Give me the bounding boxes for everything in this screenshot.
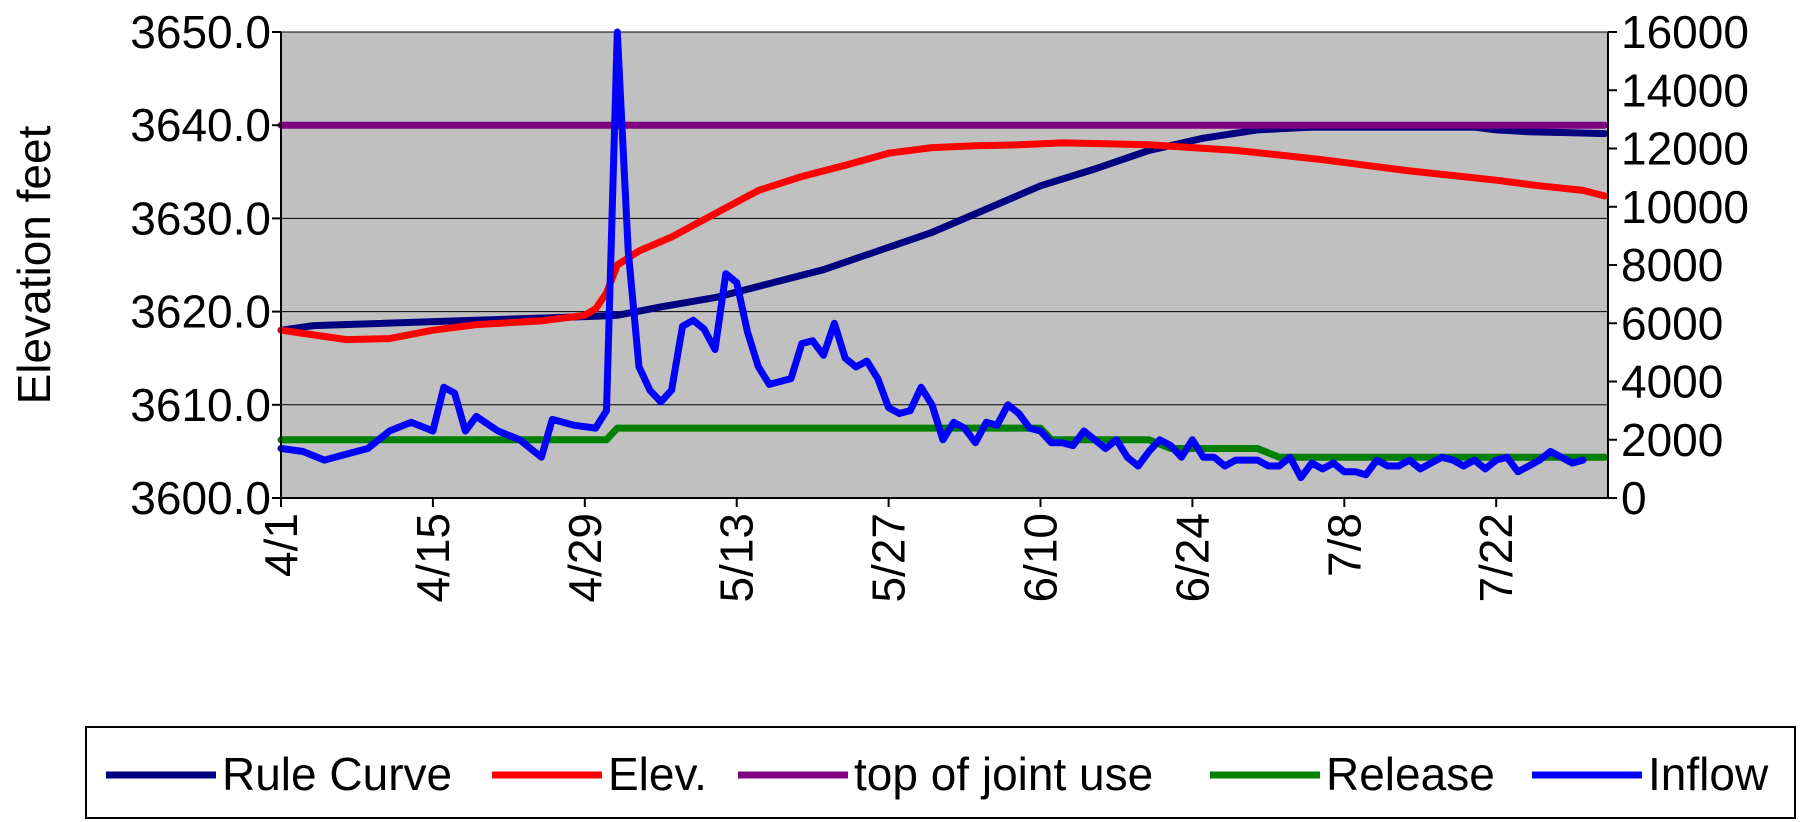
- right-y-ticks: 0 2000 4000 6000 8000 10000 12000 14000 16000: [1608, 6, 1749, 524]
- y-tick-label: 3630.0: [130, 192, 271, 244]
- y-tick-label: 3610.0: [130, 379, 271, 431]
- legend-label-top-of-joint-use: top of joint use: [854, 748, 1153, 800]
- y2-tick-label: 14000: [1621, 64, 1749, 116]
- y2-tick-label: 6000: [1621, 297, 1723, 349]
- x-tick-label: 7/22: [1470, 513, 1522, 603]
- y2-tick-label: 10000: [1621, 181, 1749, 233]
- legend-label-rule-curve: Rule Curve: [222, 748, 452, 800]
- y2-tick-label: 12000: [1621, 123, 1749, 175]
- y2-tick-label: 8000: [1621, 239, 1723, 291]
- y2-tick-label: 0: [1621, 472, 1647, 524]
- left-y-ticks: 3600.0 3610.0 3620.0 3630.0 3640.0 3650.0: [130, 6, 281, 524]
- x-tick-label: 4/1: [255, 513, 307, 577]
- legend: Rule Curve Elev. top of joint use Release In…: [85, 726, 1796, 819]
- x-tick-label: 6/24: [1166, 513, 1218, 603]
- y-tick-label: 3640.0: [130, 99, 271, 151]
- x-ticks: 4/1 4/15 4/29 5/13 5/27 6/10 6/24 7/8 7/22: [255, 498, 1522, 603]
- x-tick-label: 5/27: [863, 513, 915, 603]
- y2-tick-label: 16000: [1621, 6, 1749, 58]
- legend-label-elev: Elev.: [608, 748, 707, 800]
- legend-box: [85, 726, 1796, 819]
- y2-tick-label: 4000: [1621, 356, 1723, 408]
- x-tick-label: 4/15: [407, 513, 459, 603]
- x-tick-label: 5/13: [711, 513, 763, 603]
- series-line-inflow: [277, 28, 1587, 482]
- x-tick-label: 4/29: [559, 513, 611, 603]
- series-line-elev: [277, 139, 1609, 344]
- y-tick-label: 3600.0: [130, 472, 271, 524]
- y-tick-label: 3620.0: [130, 286, 271, 338]
- y-tick-label: 3650.0: [130, 6, 271, 58]
- plot-area: [281, 32, 1608, 498]
- y-axis-title: Elevation feet: [8, 125, 60, 404]
- y2-tick-label: 2000: [1621, 414, 1723, 466]
- x-tick-label: 7/8: [1318, 513, 1370, 577]
- legend-label-inflow: Inflow: [1648, 748, 1769, 800]
- series-layer: [277, 28, 1609, 482]
- x-tick-label: 6/10: [1015, 513, 1067, 603]
- legend-label-release: Release: [1326, 748, 1495, 800]
